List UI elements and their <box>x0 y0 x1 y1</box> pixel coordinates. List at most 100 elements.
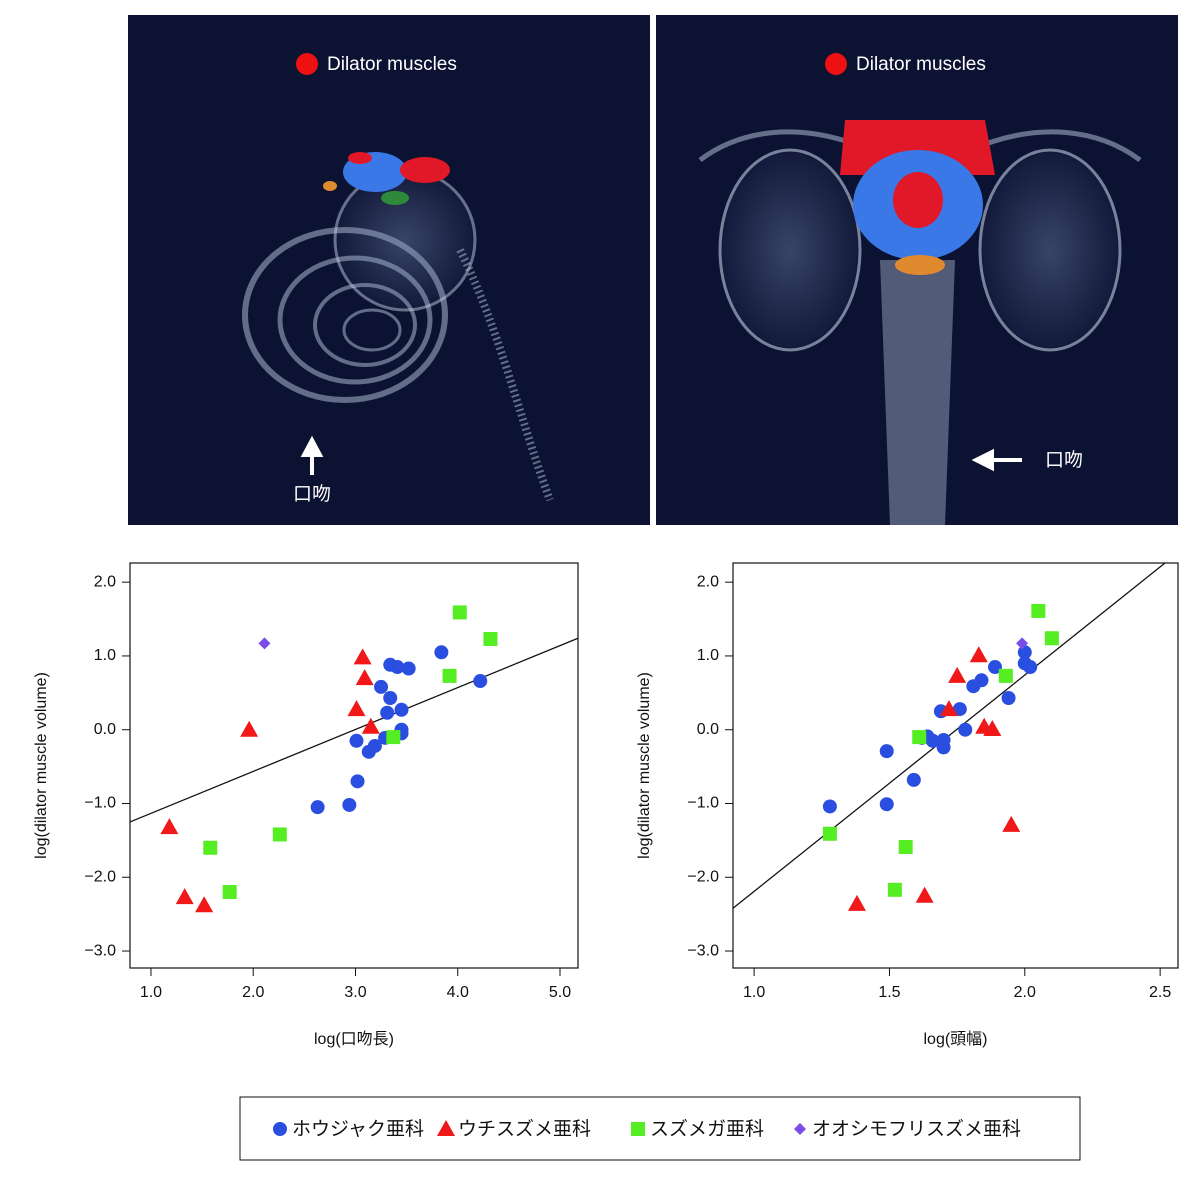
point <box>1017 645 1032 660</box>
point <box>988 660 1003 675</box>
point <box>1044 631 1059 646</box>
point <box>1016 637 1029 650</box>
x-tick-label: 1.5 <box>878 984 900 1001</box>
point <box>342 797 357 812</box>
point <box>355 669 374 686</box>
point <box>349 733 364 748</box>
x-tick-label: 4.0 <box>447 984 469 1001</box>
point <box>1023 660 1038 675</box>
legend-label: オオシモフリスズメ亜科 <box>812 1118 1021 1140</box>
point <box>879 797 894 812</box>
point <box>887 882 902 897</box>
point <box>1002 815 1021 832</box>
point <box>1001 691 1016 705</box>
point <box>969 646 988 663</box>
x-tick-label: 2.5 <box>1149 984 1171 1001</box>
legend-marker <box>631 1122 645 1136</box>
point <box>906 772 921 787</box>
x-tick-label: 2.0 <box>1014 984 1036 1001</box>
point <box>390 660 405 675</box>
point <box>175 888 194 905</box>
point <box>353 648 372 665</box>
point <box>958 722 973 737</box>
point <box>925 733 940 748</box>
point <box>998 668 1013 683</box>
y-tick-label: −2.0 <box>84 868 116 885</box>
point <box>1031 603 1046 618</box>
point <box>374 679 389 694</box>
point <box>160 818 179 835</box>
point <box>195 896 214 913</box>
point <box>222 885 237 900</box>
image-panel: Dilator muscles 口吻 <box>128 15 650 525</box>
x-tick-label: 2.0 <box>242 984 264 1001</box>
y-tick-label: 1.0 <box>94 647 116 664</box>
legend-marker <box>437 1120 455 1136</box>
point <box>473 674 488 689</box>
image-label: Dilator muscles <box>327 54 457 75</box>
x-tick-label: 3.0 <box>344 984 366 1001</box>
point <box>952 702 967 717</box>
y-tick-label: 0.0 <box>94 721 116 738</box>
y-tick-label: 2.0 <box>94 573 116 590</box>
x-tick-label: 5.0 <box>549 984 571 1001</box>
point <box>434 645 449 660</box>
legend-label: ホウジャク亜科 <box>292 1118 424 1140</box>
point <box>936 740 951 755</box>
point <box>203 840 218 855</box>
y-tick-label: −3.0 <box>84 942 116 959</box>
point <box>401 661 416 676</box>
point <box>367 738 382 753</box>
legend-label: スズメガ亜科 <box>650 1118 764 1140</box>
point <box>974 673 989 688</box>
point <box>347 700 366 717</box>
legend: ホウジャク亜科 ウチスズメ亜科 スズメガ亜科 オオシモフリスズメ亜科 <box>273 1118 1021 1140</box>
point <box>386 730 401 745</box>
point <box>847 894 866 911</box>
charts: 1.0 2.0 3.0 4.0 5.0 −3.0 −2.0 −1.0 0.0 1.0 2.0 log(… <box>33 562 1179 1048</box>
point <box>258 637 271 650</box>
y-tick-label: 1.0 <box>697 647 719 664</box>
y-axis-label: log(dilator muscle volume) <box>33 672 50 859</box>
point <box>442 668 457 683</box>
point <box>310 800 325 815</box>
y-tick-label: −3.0 <box>687 942 719 959</box>
image-pointer-label: 口吻 <box>293 483 331 505</box>
plot-frame <box>732 562 1179 969</box>
image-label: Dilator muscles <box>856 54 986 75</box>
plot-frame <box>129 562 579 969</box>
point <box>361 717 380 734</box>
legend-marker <box>273 1122 287 1136</box>
image-panel: Dilator muscles 口吻 <box>656 15 1178 525</box>
point <box>822 826 837 841</box>
point <box>240 720 259 737</box>
y-tick-label: −1.0 <box>84 795 116 812</box>
image-pointer-label: 口吻 <box>1045 449 1083 471</box>
point <box>912 730 927 745</box>
x-tick-label: 1.0 <box>743 984 765 1001</box>
point <box>983 719 1002 736</box>
point <box>383 691 398 705</box>
legend-box <box>239 1096 1081 1161</box>
y-tick-label: 0.0 <box>697 721 719 738</box>
point <box>822 799 837 814</box>
x-axis-label: log(口吻長) <box>314 1030 394 1048</box>
point <box>483 631 498 646</box>
point <box>879 744 894 759</box>
point <box>940 700 959 717</box>
y-tick-label: 2.0 <box>697 573 719 590</box>
point <box>394 702 409 717</box>
point <box>452 605 467 620</box>
y-tick-label: −2.0 <box>687 868 719 885</box>
point <box>350 774 365 789</box>
point <box>948 666 967 683</box>
y-axis-label: log(dilator muscle volume) <box>636 672 653 859</box>
legend-label: ウチスズメ亜科 <box>458 1118 591 1140</box>
point <box>915 886 934 903</box>
x-axis-label: log(頭幅) <box>923 1030 987 1048</box>
point <box>272 827 287 842</box>
x-tick-label: 1.0 <box>140 984 162 1001</box>
point <box>898 840 913 855</box>
fit-line <box>129 637 579 823</box>
